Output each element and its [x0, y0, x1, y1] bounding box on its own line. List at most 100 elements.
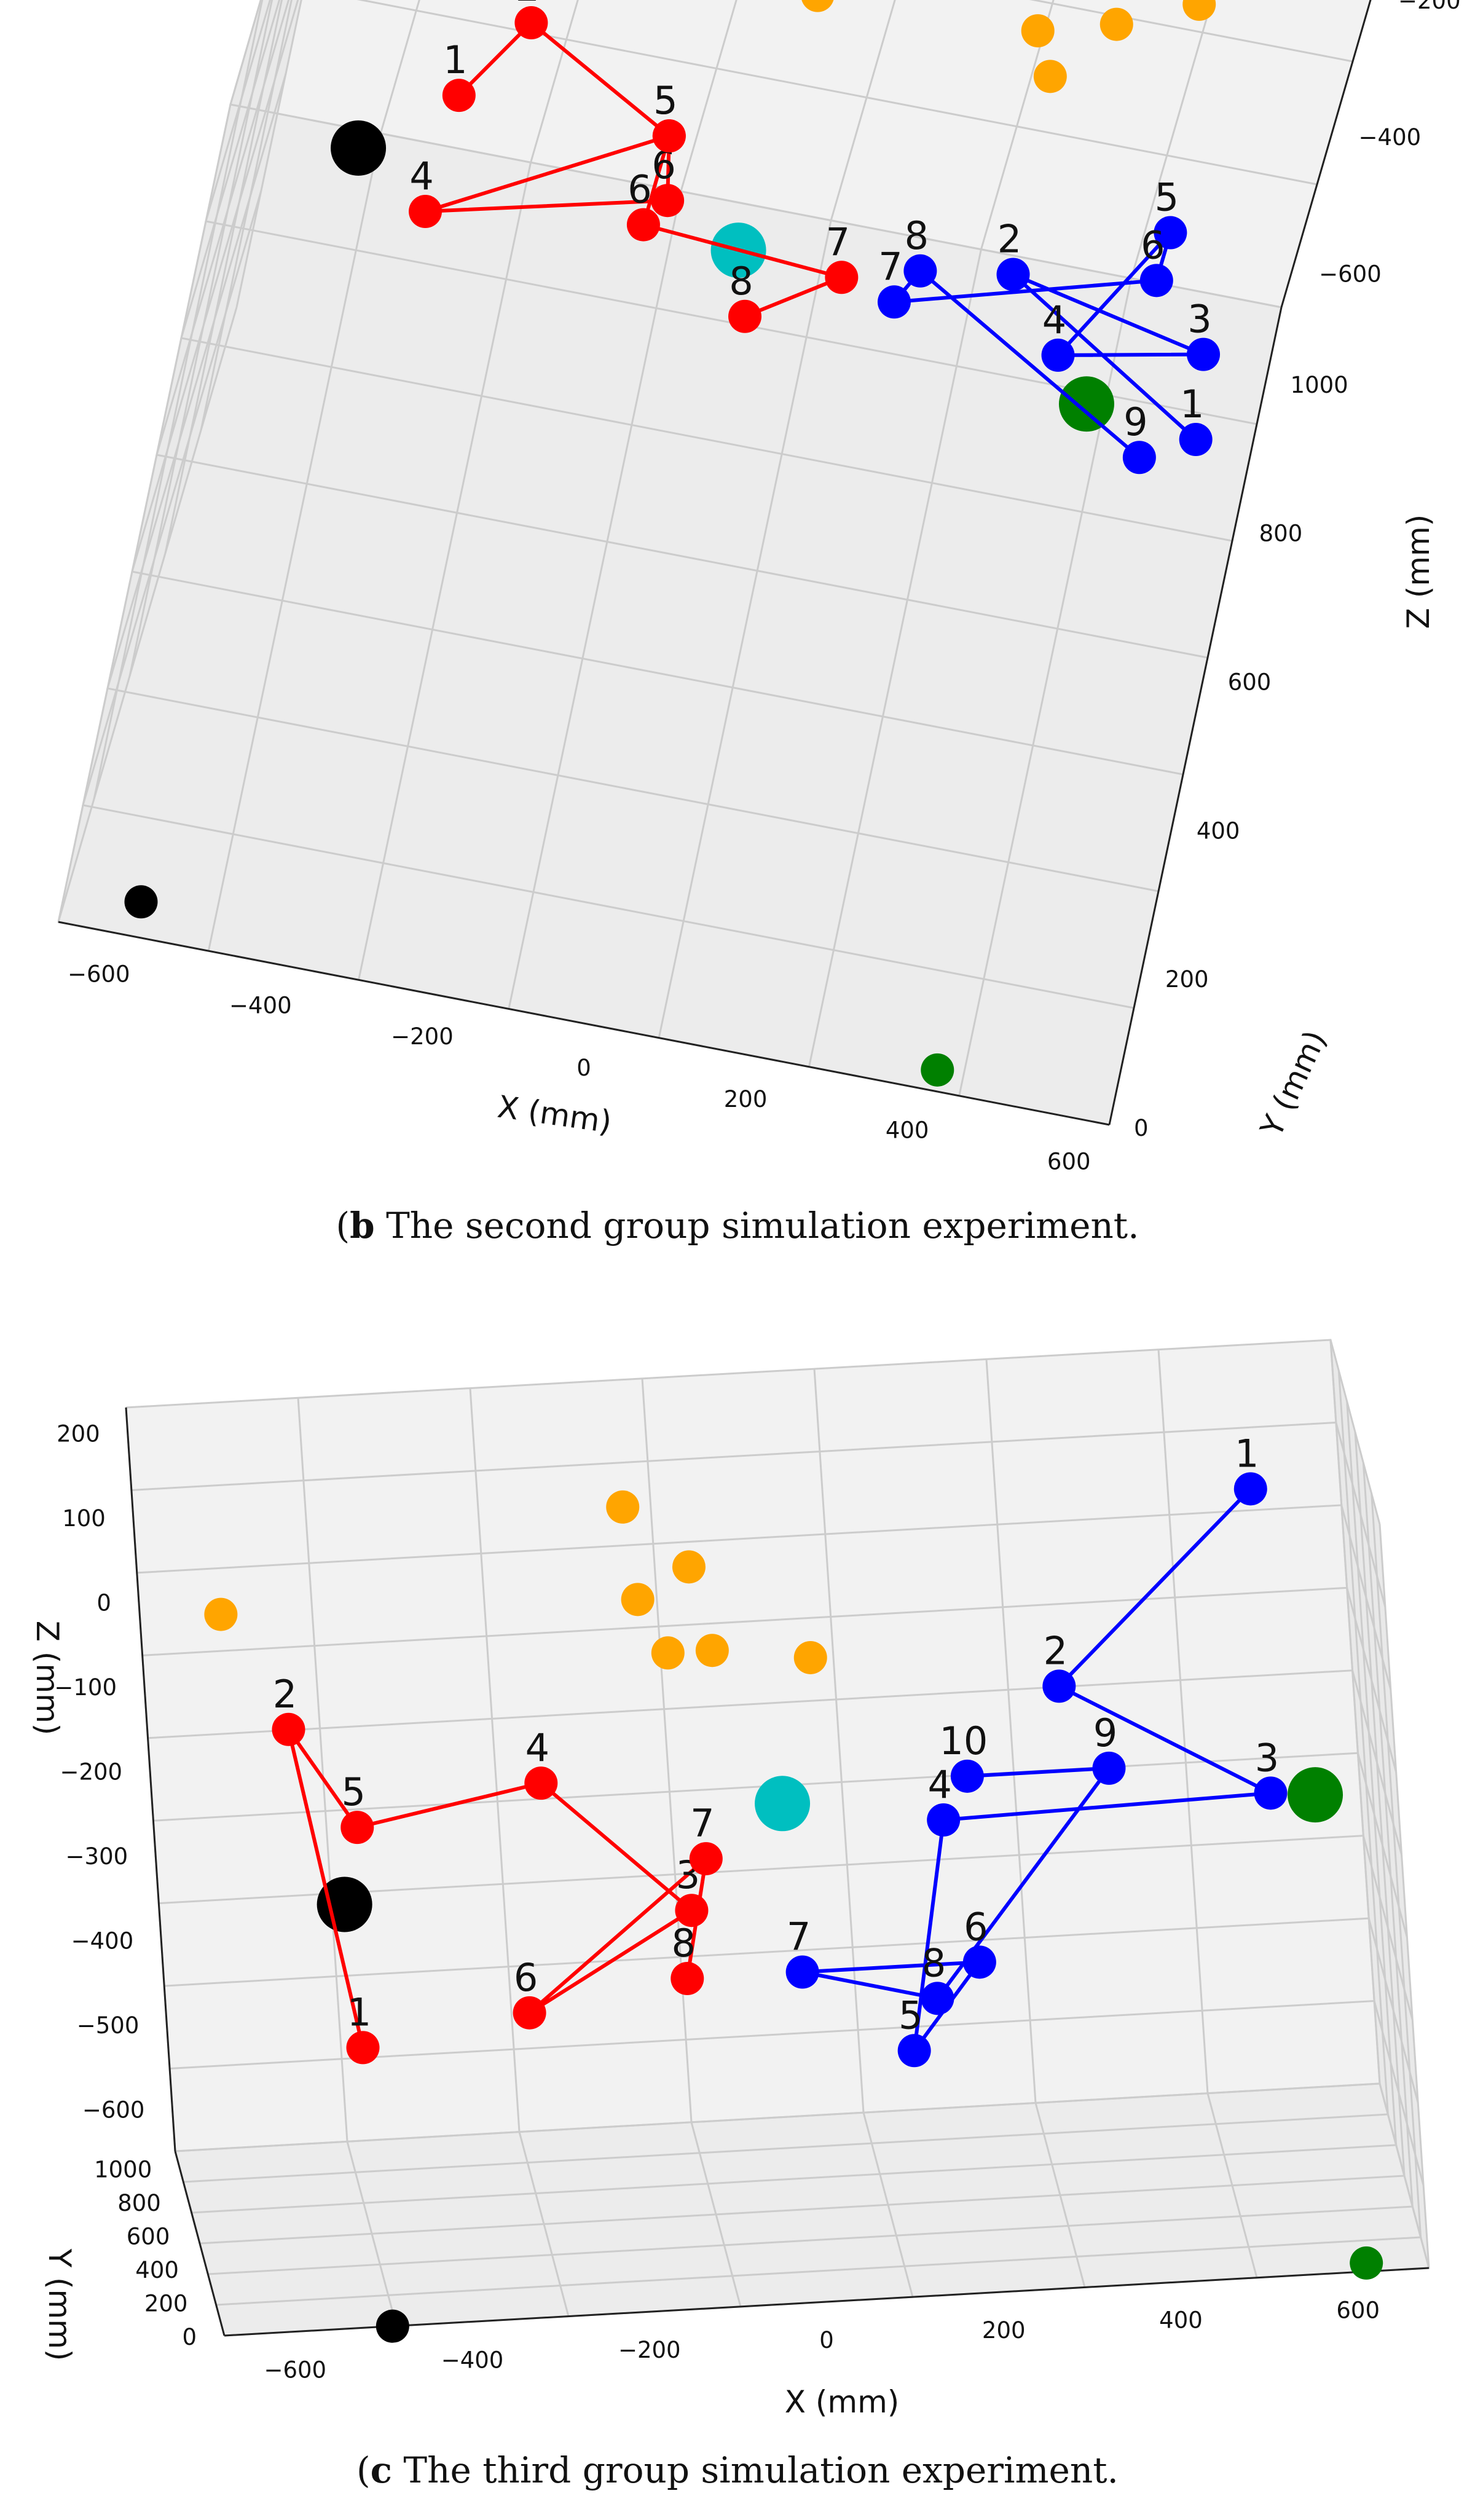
undefined-x-tick-label: 400	[1159, 2307, 1203, 2334]
undefined-green-goal-large--marker	[1058, 376, 1114, 432]
undefined-blue-path-point	[903, 254, 937, 288]
undefined-y-tick-label: 400	[135, 2257, 179, 2283]
undefined-x-axis-title: X (mm)	[495, 1089, 614, 1140]
undefined-z-tick-label: −400	[71, 1927, 134, 1954]
undefined-blue-path-point	[996, 258, 1030, 291]
undefined-y-tick-label: 600	[127, 2223, 170, 2250]
undefined-y-tick-label: 400	[1197, 817, 1240, 844]
undefined-obstacle-point	[1021, 14, 1055, 48]
undefined-red-point-label: 8	[729, 259, 753, 304]
undefined-blue-path-point	[877, 285, 911, 319]
undefined-cyan-center-marker	[755, 1776, 811, 1832]
undefined-blue-path-point	[1233, 1472, 1267, 1506]
undefined-black-start-large--marker	[331, 120, 387, 176]
undefined-y-tick-label: 1000	[1291, 372, 1348, 398]
undefined-z-tick-label: −400	[1359, 124, 1422, 151]
undefined-z-axis-title: Z (mm)	[30, 1621, 65, 1736]
undefined-y-tick-label: 800	[1259, 521, 1303, 547]
undefined-red-point-label: 4	[409, 154, 433, 199]
undefined-blue-point-label: 8	[905, 213, 929, 258]
undefined-red-point-label: 1	[347, 1990, 371, 2034]
undefined-grid-z	[235, 0, 302, 308]
undefined-z-tick-label: −200	[1398, 0, 1461, 14]
undefined-grid-z	[57, 103, 1282, 923]
undefined-red-point-label: 7	[826, 219, 850, 264]
undefined-black-start-small--marker	[376, 2309, 409, 2343]
undefined-red-point-label: 5	[342, 1770, 366, 1814]
undefined-blue-point-label: 6	[1141, 222, 1165, 267]
undefined-blue-point-label: 1	[1180, 382, 1204, 427]
undefined-z-axis-title: Z (mm)	[1401, 514, 1436, 629]
undefined-red-path-point	[442, 79, 476, 112]
undefined-black-start-small--marker	[124, 885, 158, 919]
undefined-grid-z	[142, 1586, 1398, 1773]
undefined-red-path-point	[652, 119, 686, 153]
undefined-red-path-point	[675, 1894, 709, 1927]
undefined-grid-z	[131, 1421, 1386, 1607]
undefined-red-path-point	[513, 1996, 546, 2030]
undefined-blue-point-label: 3	[1255, 1735, 1279, 1780]
undefined-z-tick-label: −500	[77, 2012, 140, 2039]
undefined-red-point-label: 5	[653, 78, 677, 123]
undefined-x-tick-label: −200	[391, 1023, 454, 1050]
undefined-x-axis-line	[224, 2267, 1430, 2337]
undefined-red-path-point	[340, 1811, 374, 1845]
undefined-red-point-label: 2	[273, 1672, 297, 1717]
undefined-y-axis-title: Y (mm)	[42, 2248, 77, 2361]
undefined-y-tick-label: 200	[144, 2290, 188, 2317]
undefined-z-tick-label: −600	[1319, 261, 1382, 287]
undefined-red-point-label: 1	[443, 37, 467, 82]
undefined-y-tick-label: 0	[1134, 1115, 1149, 1141]
undefined-pane-back	[125, 1339, 1380, 2152]
undefined-grid-z	[93, 0, 1318, 800]
undefined-obstacle-point	[801, 0, 834, 12]
undefined-red-path-point	[626, 208, 660, 242]
undefined-red-point-label: 8	[672, 1921, 696, 1966]
undefined-x-tick-label: −200	[618, 2337, 681, 2363]
undefined-red-point-label: 5	[653, 78, 677, 123]
undefined-grid-z	[164, 1917, 1419, 2103]
undefined-grid-z	[153, 1752, 1408, 1938]
undefined-y-axis-title: Y (mm)	[1253, 1025, 1333, 1143]
undefined-x-tick-label: 200	[724, 1086, 768, 1112]
undefined-red-path-point	[409, 195, 442, 229]
undefined-red-path-point	[728, 299, 762, 333]
undefined-x-tick-label: −400	[229, 992, 292, 1018]
undefined-red-path-point	[651, 184, 685, 218]
undefined-blue-path-point	[962, 1945, 996, 1979]
undefined-blue-path-point	[1092, 1751, 1126, 1785]
undefined-y-tick-label: 0	[182, 2324, 197, 2350]
undefined-x-tick-label: −400	[441, 2347, 504, 2373]
undefined-red-point-label: 7	[690, 1801, 714, 1846]
undefined-red-path-point	[272, 1712, 305, 1746]
undefined-blue-point-label: 9	[1123, 400, 1147, 444]
undefined-x-tick-label: −600	[68, 961, 130, 988]
undefined-obstacle-point	[672, 1550, 706, 1584]
undefined-grid-z	[175, 2082, 1430, 2269]
undefined-red-path-point	[346, 2031, 380, 2065]
panel-c: −600 −400 −200 0 200 400 600 0 200 400 600 800 1000 2…	[0, 1278, 1475, 2520]
undefined-blue-point-label: 1	[1235, 1431, 1259, 1476]
undefined-blue-point-label: 7	[787, 1914, 811, 1959]
undefined-red-path-point	[514, 6, 548, 40]
undefined-z-tick-label: 0	[96, 1589, 111, 1616]
undefined-grid-z	[170, 1999, 1425, 2186]
undefined-z-tick-label: 100	[62, 1505, 106, 1532]
undefined-blue-point-label: 6	[964, 1904, 988, 1949]
undefined-x-axis-title: X (mm)	[785, 2384, 900, 2420]
undefined-grid-z	[148, 1669, 1403, 1856]
undefined-red-path-point	[671, 1962, 704, 1996]
caption-b: (b The second group simulation experimen…	[336, 1205, 1139, 1246]
undefined-red-path-point	[825, 261, 859, 294]
undefined-x-tick-label: 600	[1336, 2297, 1380, 2323]
undefined-blue-point-label: 8	[922, 1940, 946, 1985]
undefined-blue-path-point	[1041, 338, 1075, 372]
undefined-green-goal-large--marker	[1288, 1767, 1343, 1823]
undefined-y-axis-line	[1108, 307, 1283, 1125]
undefined-blue-path-point	[1179, 423, 1213, 457]
undefined-blue-point-label: 7	[878, 244, 902, 289]
undefined-y-tick-label: 1000	[94, 2156, 152, 2183]
undefined-blue-point-label: 4	[1042, 297, 1066, 342]
undefined-blue-point-label: 2	[1044, 1628, 1068, 1673]
undefined-z-axis-line	[1280, 0, 1372, 308]
